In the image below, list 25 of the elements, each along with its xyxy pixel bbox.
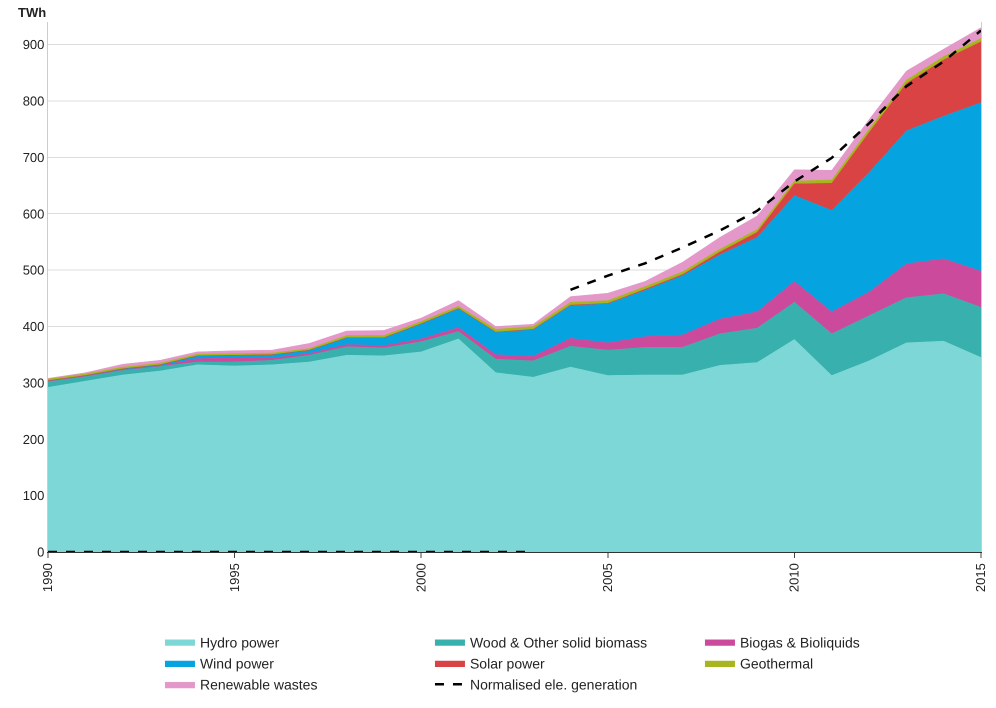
y-tick-label: 600: [22, 206, 44, 222]
y-tick-label: 900: [22, 37, 44, 52]
x-tick-label: 2015: [973, 563, 988, 592]
legend-label: Solar power: [470, 655, 545, 672]
legend-label: Biogas & Bioliquids: [740, 634, 860, 650]
y-tick-label: 400: [22, 319, 44, 334]
y-axis-title: TWh: [18, 5, 46, 20]
x-tick-label: 2010: [786, 563, 802, 592]
x-tick-label: 2005: [600, 563, 616, 592]
y-tick-label: 700: [22, 150, 44, 165]
legend-label: Renewable wastes: [200, 676, 318, 693]
x-tick-label: 2000: [413, 563, 428, 592]
x-tick-label: 1995: [226, 563, 242, 592]
x-tick-label: 1990: [40, 563, 56, 592]
y-tick-label: 100: [22, 488, 44, 504]
legend-label: Geothermal: [740, 655, 814, 672]
y-tick-label: 200: [22, 432, 44, 447]
legend-label: Hydro power: [200, 634, 280, 650]
y-tick-label: 500: [22, 262, 44, 278]
legend-label: Normalised ele. generation: [470, 676, 638, 693]
legend-label: Wind power: [200, 655, 274, 672]
y-tick-label: 0: [37, 544, 44, 560]
y-tick-label: 800: [22, 93, 44, 108]
y-tick-label: 300: [22, 375, 44, 390]
legend-label: Wood & Other solid biomass: [470, 634, 648, 650]
